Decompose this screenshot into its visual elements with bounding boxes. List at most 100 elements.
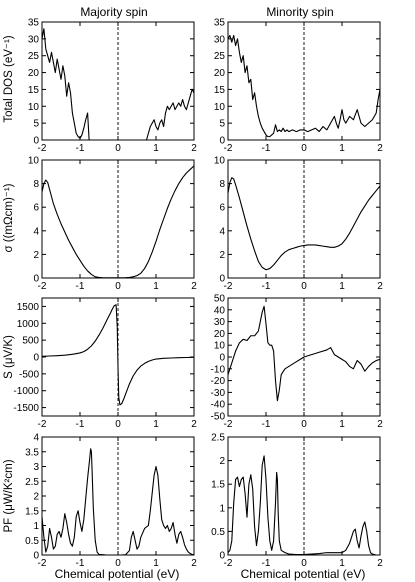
minority-dos-xtick-label: 2: [377, 143, 383, 154]
minority-sigma-ytick-label: 10: [214, 156, 226, 167]
minority-sigma-ytick-label: 6: [219, 203, 225, 214]
majority-sigma-xtick-label: 1: [153, 281, 159, 292]
minority-sigma-ytick-label: 2: [219, 250, 225, 261]
majority-sigma-ytick-label: 8: [33, 179, 39, 190]
minority-pf-series-0-line: [228, 455, 380, 555]
majority-seebeck-xtick-label: -2: [38, 419, 47, 430]
minority-dos-ytick-label: 35: [214, 18, 226, 29]
majority-sigma-xtick-label: -1: [76, 281, 85, 292]
minority-seebeck-xtick-label: -2: [224, 419, 233, 430]
majority-pf-ytick-label: 4: [33, 433, 39, 444]
minority-seebeck-ytick-label: 40: [214, 305, 226, 316]
majority-seebeck-ytick-label: 500: [22, 336, 39, 347]
minority-seebeck-ytick-label: -30: [211, 388, 226, 399]
majority-dos-xtick-label: 1: [153, 143, 159, 154]
row-label-dos: Total DOS (eV⁻¹): [3, 35, 15, 122]
majority-dos-ytick-label: 15: [28, 85, 40, 96]
minority-pf-xtick-label: 1: [339, 558, 345, 569]
col-title-minority: Minority spin: [266, 5, 333, 19]
majority-dos-ytick-label: 10: [28, 102, 40, 113]
majority-pf-ytick-label: 1: [33, 521, 39, 532]
majority-sigma-xtick-label: 2: [191, 281, 197, 292]
minority-dos-series-0-line: [228, 34, 380, 138]
majority-seebeck-series-0-line: [42, 304, 194, 406]
majority-dos-ytick-label: 20: [28, 68, 40, 79]
majority-sigma-ytick-label: 2: [33, 250, 39, 261]
majority-pf-xtick-label: 1: [153, 558, 159, 569]
majority-sigma-ytick-label: 0: [33, 274, 39, 285]
minority-dos-xtick-label: -1: [262, 143, 271, 154]
minority-pf-xtick-label: 0: [301, 558, 307, 569]
majority-seebeck-ytick-label: -1000: [13, 386, 39, 397]
minority-pf-xtick-label: -1: [262, 558, 271, 569]
majority-seebeck-xtick-label: 2: [191, 419, 197, 430]
minority-seebeck-ytick-label: -20: [211, 376, 226, 387]
minority-seebeck-ytick-label: -10: [211, 364, 226, 375]
majority-dos-ytick-label: 0: [33, 136, 39, 147]
x-axis-label-majority: Chemical potential (eV): [55, 567, 180, 581]
minority-pf-ytick-label: 1: [219, 503, 225, 514]
minority-dos-ytick-label: 15: [214, 85, 226, 96]
majority-sigma-xtick-label: 0: [115, 281, 121, 292]
minority-seebeck-xtick-label: 0: [301, 419, 307, 430]
minority-dos-ytick-label: 25: [214, 51, 226, 62]
minority-seebeck-ytick-label: -50: [211, 412, 226, 423]
minority-sigma-xtick-label: -1: [262, 281, 271, 292]
minority-seebeck-ytick-label: 0: [219, 353, 225, 364]
majority-dos-xtick-label: 0: [115, 143, 121, 154]
minority-pf-ytick-label: 2.5: [211, 433, 225, 444]
minority-seebeck-xtick-label: 2: [377, 419, 383, 430]
majority-seebeck-ytick-label: 0: [33, 353, 39, 364]
majority-dos-ytick-label: 5: [33, 119, 39, 130]
majority-seebeck-panel: -2 -1 0 1 2 -1500 -1000 -500 0 500 1000 1500: [13, 297, 197, 430]
majority-pf-xtick-label: 2: [191, 558, 197, 569]
majority-seebeck-xtick-label: -1: [76, 419, 85, 430]
minority-pf-panel: -2 -1 0 1 2 0 0.5 1 1.5 2 2.5: [211, 433, 383, 570]
minority-pf-ytick-label: 0.5: [211, 527, 225, 538]
majority-dos-ytick-label: 25: [28, 51, 40, 62]
majority-pf-xtick-label: -2: [38, 558, 47, 569]
minority-seebeck-ytick-label: 10: [214, 341, 226, 352]
col-title-majority: Majority spin: [80, 5, 147, 19]
majority-pf-xtick-label: -1: [76, 558, 85, 569]
majority-seebeck-xtick-label: 0: [115, 419, 121, 430]
majority-seebeck-ytick-label: 1500: [17, 302, 40, 313]
row-label-seebeck: S (μV/K): [3, 335, 15, 379]
majority-seebeck-ytick-label: -1500: [13, 403, 39, 414]
minority-sigma-xtick-label: 2: [377, 281, 383, 292]
minority-seebeck-ytick-label: 20: [214, 329, 226, 340]
majority-sigma-ytick-label: 6: [33, 203, 39, 214]
majority-sigma-ytick-label: 4: [33, 226, 39, 237]
minority-pf-ytick-label: 1.5: [211, 480, 225, 491]
minority-seebeck-xtick-label: 1: [339, 419, 345, 430]
majority-dos-series-0-line: [42, 28, 194, 140]
majority-seebeck-ytick-label: -500: [19, 369, 39, 380]
minority-sigma-ytick-label: 4: [219, 226, 225, 237]
minority-sigma-xtick-label: 1: [339, 281, 345, 292]
majority-seebeck-ytick-label: 1000: [17, 319, 40, 330]
minority-dos-ytick-label: 0: [219, 136, 225, 147]
minority-seebeck-xtick-label: -1: [262, 419, 271, 430]
minority-sigma-ytick-label: 0: [219, 274, 225, 285]
majority-pf-xtick-label: 0: [115, 558, 121, 569]
majority-pf-ytick-label: 2.5: [25, 477, 39, 488]
majority-seebeck-xtick-label: 1: [153, 419, 159, 430]
minority-seebeck-ytick-label: 50: [214, 294, 226, 305]
majority-pf-ytick-label: 3: [33, 462, 39, 473]
minority-dos-xtick-label: 1: [339, 143, 345, 154]
minority-seebeck-series-0-line: [228, 305, 380, 402]
row-label-sigma: σ ((mΩcm)⁻¹): [3, 183, 15, 252]
minority-pf-xtick-label: -2: [224, 558, 233, 569]
majority-pf-ytick-label: 0.5: [25, 536, 39, 547]
majority-pf-series-0-line: [42, 448, 194, 555]
majority-dos-ytick-label: 35: [28, 18, 40, 29]
majority-pf-ytick-label: 3.5: [25, 447, 39, 458]
minority-sigma-ytick-label: 8: [219, 179, 225, 190]
minority-pf-ytick-label: 2: [219, 456, 225, 467]
majority-dos-xtick-label: -2: [38, 143, 47, 154]
majority-sigma-xtick-label: -2: [38, 281, 47, 292]
